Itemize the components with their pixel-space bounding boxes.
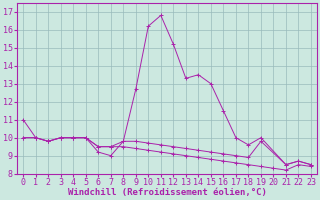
X-axis label: Windchill (Refroidissement éolien,°C): Windchill (Refroidissement éolien,°C) [68,188,267,197]
